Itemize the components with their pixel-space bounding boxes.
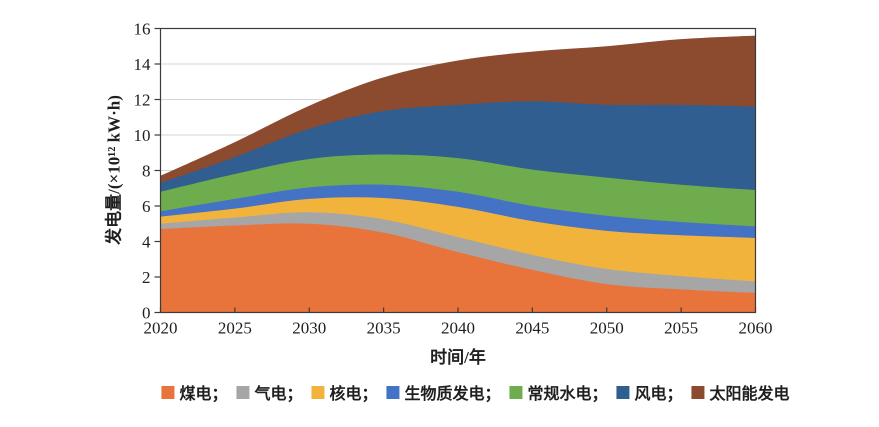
legend-swatch [616,385,630,399]
legend-swatch [311,385,325,399]
x-tick-label: 2045 [515,319,549,338]
legend-swatch [161,385,175,399]
legend: 煤电； 气电； 核电； 生物质发电； 常规水电； 风电； 太阳能发电 [161,380,798,404]
x-axis-title: 时间/年 [430,348,486,367]
y-tick-label: 12 [134,91,151,110]
legend-label: 核电； [329,386,378,403]
legend-label: 煤电； [179,386,228,403]
y-tick-label: 0 [142,304,151,323]
x-tick-label: 2025 [218,319,252,338]
y-tick-label: 16 [134,20,151,39]
legend-label: 气电； [254,386,303,403]
x-tick-label: 2050 [590,319,624,338]
legend-swatch [386,385,400,399]
legend-item: 生物质发电； [386,380,501,404]
legend-item: 气电； [236,380,302,404]
legend-swatch [691,385,705,399]
legend-swatch [236,385,250,399]
y-tick-label: 14 [134,55,152,74]
y-tick-label: 2 [142,268,151,287]
legend-item: 风电； [616,380,683,404]
legend-item: 常规水电； [509,380,608,404]
y-tick-label: 10 [134,126,151,145]
legend-label: 常规水电； [527,386,608,403]
y-tick-label: 8 [142,162,151,181]
legend-item: 核电； [311,380,377,404]
y-tick-label: 4 [142,233,151,252]
x-tick-label: 2035 [367,319,401,338]
legend-item: 煤电； [161,380,227,404]
x-tick-label: 2040 [441,319,475,338]
legend-swatch [509,385,523,399]
legend-label: 风电； [634,386,683,403]
y-tick-label: 6 [142,197,151,216]
x-tick-label: 2020 [144,319,178,338]
x-tick-label: 2030 [292,319,326,338]
area-series-1 [160,223,756,313]
x-tick-label: 2055 [664,319,698,338]
x-tick-label: 2060 [739,319,773,338]
y-axis-title: 发电量/(×10¹² kW·h) [104,95,124,245]
legend-item: 太阳能发电 [691,380,790,404]
legend-label: 太阳能发电 [709,386,790,403]
legend-label: 生物质发电； [404,386,501,403]
